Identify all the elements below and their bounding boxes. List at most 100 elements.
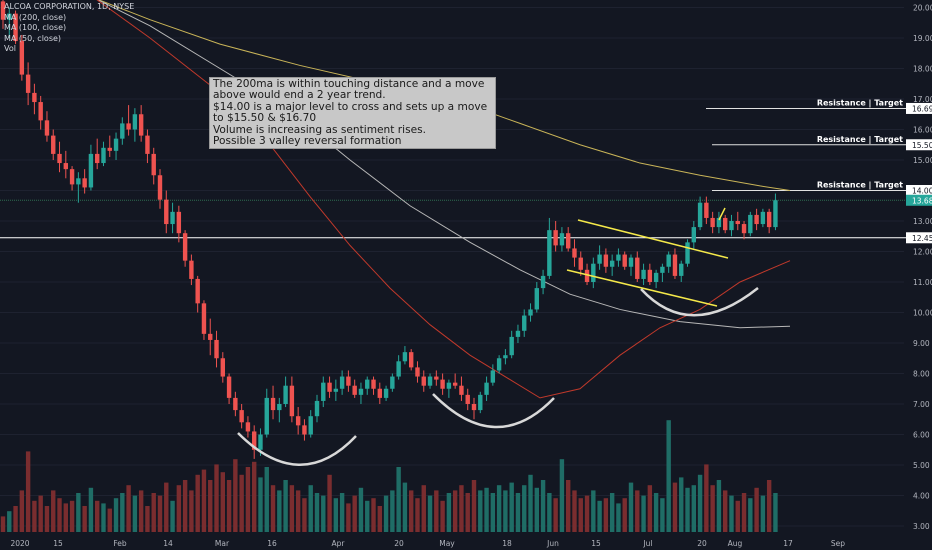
candle-body (195, 278, 200, 304)
volume-bar (515, 493, 521, 532)
volume-bar (226, 480, 232, 532)
volume-bar (446, 493, 452, 532)
candle-body (233, 397, 238, 411)
candle-body (547, 230, 552, 276)
time-tick: Aug (728, 539, 743, 548)
volume-bar (735, 500, 740, 532)
volume-bar (82, 506, 87, 532)
volume-bar (7, 511, 12, 532)
time-axis: 2020 15 Feb 14 Mar 16 Apr 20 May 18 Jun 15 Jul 20 Aug 1… (0, 535, 906, 550)
volume-bar (189, 490, 194, 532)
candle-body (622, 254, 627, 267)
candle-body (164, 199, 169, 225)
volume-bar (566, 480, 571, 532)
legend-ma50: MA (50, close) (4, 33, 62, 43)
volume-bar (32, 500, 37, 532)
volume-bar (302, 498, 307, 532)
candle-body (653, 272, 659, 282)
price-tick: 4.00 (913, 492, 930, 501)
candle-body (258, 434, 263, 450)
volume-bar (164, 482, 169, 532)
candle-body (371, 379, 376, 389)
candle-body (289, 385, 295, 417)
volume-bar (126, 485, 131, 532)
volume-bar (377, 506, 382, 532)
volume-bar (635, 490, 640, 532)
resistance-label: Resistance | Target (817, 135, 903, 144)
volume-bars (0, 420, 778, 532)
candle-body (308, 416, 313, 435)
volume-bar (138, 490, 144, 532)
candle-body (352, 385, 357, 395)
volume-bar (559, 459, 565, 532)
time-tick: 14 (163, 539, 173, 548)
candle-body (157, 175, 163, 200)
candle-body (226, 376, 232, 398)
volume-bar (321, 495, 326, 532)
volume-bar (434, 490, 439, 532)
candle-body (145, 135, 150, 154)
volume-bar (57, 498, 62, 532)
candle-body (365, 379, 370, 389)
price-tick: 11.00 (913, 278, 932, 287)
candle-body (509, 336, 514, 356)
time-axis-bg (0, 535, 906, 550)
volume-bar (208, 480, 213, 532)
volume-bar (641, 495, 646, 532)
volume-bar (679, 477, 684, 532)
channel-lower (566, 269, 718, 307)
volume-bar (69, 500, 75, 532)
volume-bar (766, 480, 772, 532)
volume-bar (352, 495, 357, 532)
candle-body (214, 339, 219, 359)
price-tick: 7.00 (913, 400, 930, 409)
volume-bar (402, 482, 408, 532)
candle-body (597, 254, 602, 264)
price-tick: 17.00 (913, 95, 932, 104)
volume-bar (653, 493, 659, 532)
candle-body (679, 263, 684, 276)
candle-body (402, 352, 408, 362)
candle-body (189, 260, 194, 279)
label-r1: 16.69 (912, 104, 932, 113)
ma100-line (97, 0, 791, 329)
candle-body (51, 135, 56, 154)
volume-bar (697, 474, 703, 532)
analysis-note[interactable]: The 200ma is within touching distance an… (209, 77, 496, 149)
candle-body (434, 376, 439, 380)
candle-body (208, 333, 213, 340)
volume-bar (346, 503, 351, 532)
time-tick: 16 (267, 539, 277, 548)
candle-body (490, 370, 496, 383)
candle-body (522, 315, 527, 331)
candle-body (465, 394, 470, 404)
volume-bar (19, 490, 25, 532)
candle-body (647, 269, 653, 282)
time-tick: May (439, 539, 455, 548)
candle-body (95, 153, 100, 164)
candle-body (635, 257, 640, 279)
volume-bar (409, 490, 414, 532)
candle-body (528, 309, 533, 316)
volume-bar (383, 495, 389, 532)
volume-bar (754, 487, 759, 532)
volume-bar (258, 477, 263, 532)
volume-bar (716, 480, 722, 532)
candle-body (723, 217, 728, 231)
candle-body (478, 394, 483, 411)
candle-body (339, 376, 345, 389)
label-support-bg (906, 232, 932, 244)
volume-bar (38, 495, 43, 532)
candle-body (69, 169, 75, 185)
candle-body (471, 404, 477, 411)
volume-bar (609, 493, 615, 532)
resistance-label: Resistance | Target (817, 181, 903, 190)
volume-bar (233, 459, 238, 532)
candle-body (176, 211, 182, 234)
volume-bar (308, 485, 313, 532)
volume-bar (704, 464, 709, 532)
volume-bar (572, 490, 577, 532)
candle-body (685, 242, 690, 264)
time-tick: 18 (502, 539, 512, 548)
candle-body (82, 178, 87, 188)
